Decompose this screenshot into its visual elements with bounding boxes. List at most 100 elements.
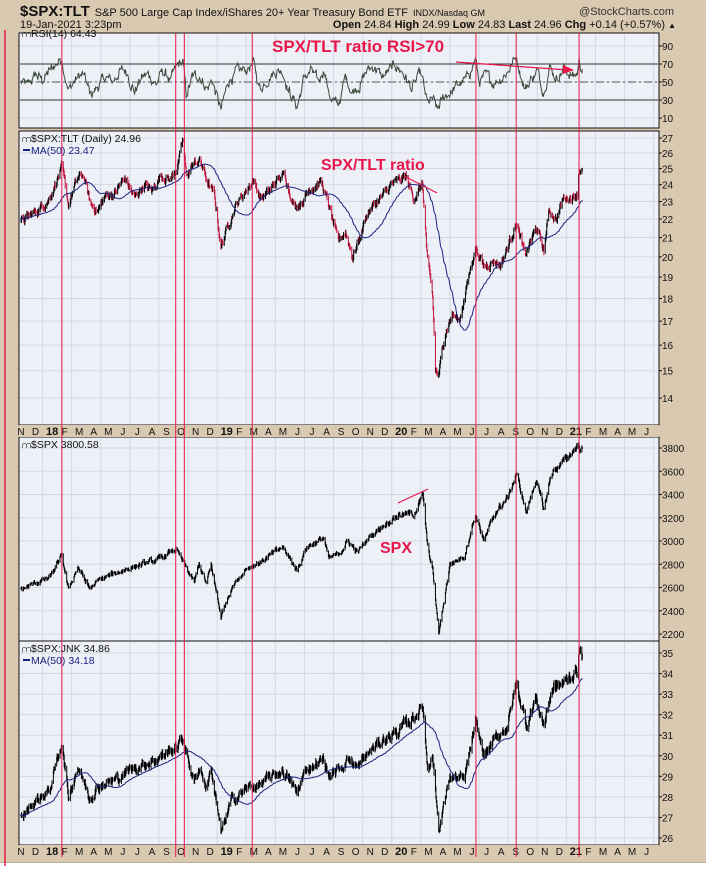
x-tick-label: A [614,847,621,858]
x-tick-label: M [75,427,83,438]
x-tick-label: A [323,847,330,858]
y-tick-label: 50 [662,78,674,89]
x-tick-label: A [498,847,505,858]
quote-summary: Open 24.84 High 24.99 Low 24.83 Last 24.… [333,19,676,31]
series-0-marks [20,56,583,111]
x-tick-label: A [440,847,447,858]
x-tick-label: M [599,847,607,858]
y-tick-label: 35 [662,649,674,660]
x-tick-label: N [367,847,374,858]
y-tick-label: 24 [662,181,674,192]
y-tick-label: 19 [662,273,674,284]
x-axis-row [19,425,659,437]
x-tick-label: S [163,427,170,438]
x-tick-label: A [149,427,156,438]
series-legend: $SPX 3800.58 [31,439,99,451]
x-tick-label: F [236,847,242,858]
x-tick-label: D [381,847,388,858]
x-tick-label: S [338,427,345,438]
chart-symbol: $SPX:TLT [20,3,90,20]
x-tick-label: F [236,427,242,438]
rsi-line [20,56,583,111]
series-1-marks [20,137,583,378]
y-tick-label: 3000 [662,537,685,548]
y-tick-label: 70 [662,60,674,71]
x-tick-label: O [177,427,185,438]
x-tick-label: N [541,427,548,438]
x-tick-label: N [192,427,199,438]
x-tick-label: M [599,427,607,438]
legend-chart-icon: ⩋ [22,644,31,654]
y-tick-label: 31 [662,731,674,742]
x-tick-label: M [104,427,112,438]
exchange-label: INDX/Nasdaq GM [412,8,485,18]
x-tick-label: J [484,847,489,858]
low-label: Low [452,19,475,31]
stockcharts-brand[interactable]: @StockCharts.com [579,6,674,18]
x-tick-label: S [338,847,345,858]
y-tick-label: 28 [662,793,674,804]
x-tick-label: F [411,427,417,438]
x-tick-label: F [62,427,68,438]
chg-label: Chg [564,19,587,31]
y-tick-label: 23 [662,197,674,208]
chg-value: +0.14 (+0.57%) [589,19,666,31]
series-3-marks [20,645,583,835]
y-tick-label: 90 [662,42,674,53]
x-tick-label: J [310,427,315,438]
x-tick-label: A [440,427,447,438]
rsi-annotation: SPX/TLT ratio RSI>70 [272,37,444,56]
chart-date: 19-Jan-2021 3:23pm [20,19,122,31]
y-tick-label: 22 [662,215,674,226]
y-tick-label: 29 [662,772,674,783]
y-tick-label: 2800 [662,560,685,571]
y-tick-label: 26 [662,834,674,845]
y-tick-label: 33 [662,690,674,701]
series-2-marks [20,442,583,635]
x-tick-label: D [207,427,214,438]
arrowhead-icon [563,65,574,74]
low-value: 24.83 [477,19,506,31]
x-tick-label: N [367,427,374,438]
last-value: 24.96 [534,19,562,31]
y-tick-label: 3800 [662,444,685,455]
x-tick-label: J [295,847,300,858]
x-tick-label: A [498,427,505,438]
x-tick-label: M [453,427,461,438]
x-tick-label: F [585,847,591,858]
x-tick-label: F [411,847,417,858]
x-tick-label: N [541,847,548,858]
y-tick-label: 2400 [662,607,685,618]
x-tick-label: A [323,427,330,438]
ratio-trend-line [403,175,438,194]
x-tick-label: M [628,427,636,438]
y-tick-label: 30 [662,752,674,763]
up-arrow-icon: ▲ [668,21,676,30]
x-tick-label: J [644,427,649,438]
y-tick-label: 2200 [662,630,685,641]
y-tick-label: 26 [662,149,674,160]
x-tick-label: N [17,847,24,858]
chart-title-row: $SPX:TLT S&P 500 Large Cap Index/iShares… [20,3,485,20]
legend-chart-icon: ⩋ [22,29,31,39]
x-tick-label: A [90,847,97,858]
panel-1-background [18,130,660,426]
y-tick-label: 27 [662,134,674,145]
x-tick-label: A [614,427,621,438]
x-tick-label: J [120,427,125,438]
y-tick-label: 15 [662,367,674,378]
y-tick-label: 3400 [662,491,685,502]
ratio-annotation: SPX/TLT ratio [321,157,425,174]
y-tick-label: 2600 [662,584,685,595]
panel-3-background [18,640,660,846]
ma50-line [20,163,583,331]
y-tick-label: 34 [662,670,674,681]
x-tick-label: M [250,847,258,858]
x-tick-label: J [135,847,140,858]
x-tick-label: J [120,847,125,858]
x-tick-label: J [470,427,475,438]
x-tick-label: J [484,427,489,438]
open-value: 24.84 [364,19,392,31]
x-tick-label: D [32,427,39,438]
x-tick-label: 21 [570,846,582,858]
